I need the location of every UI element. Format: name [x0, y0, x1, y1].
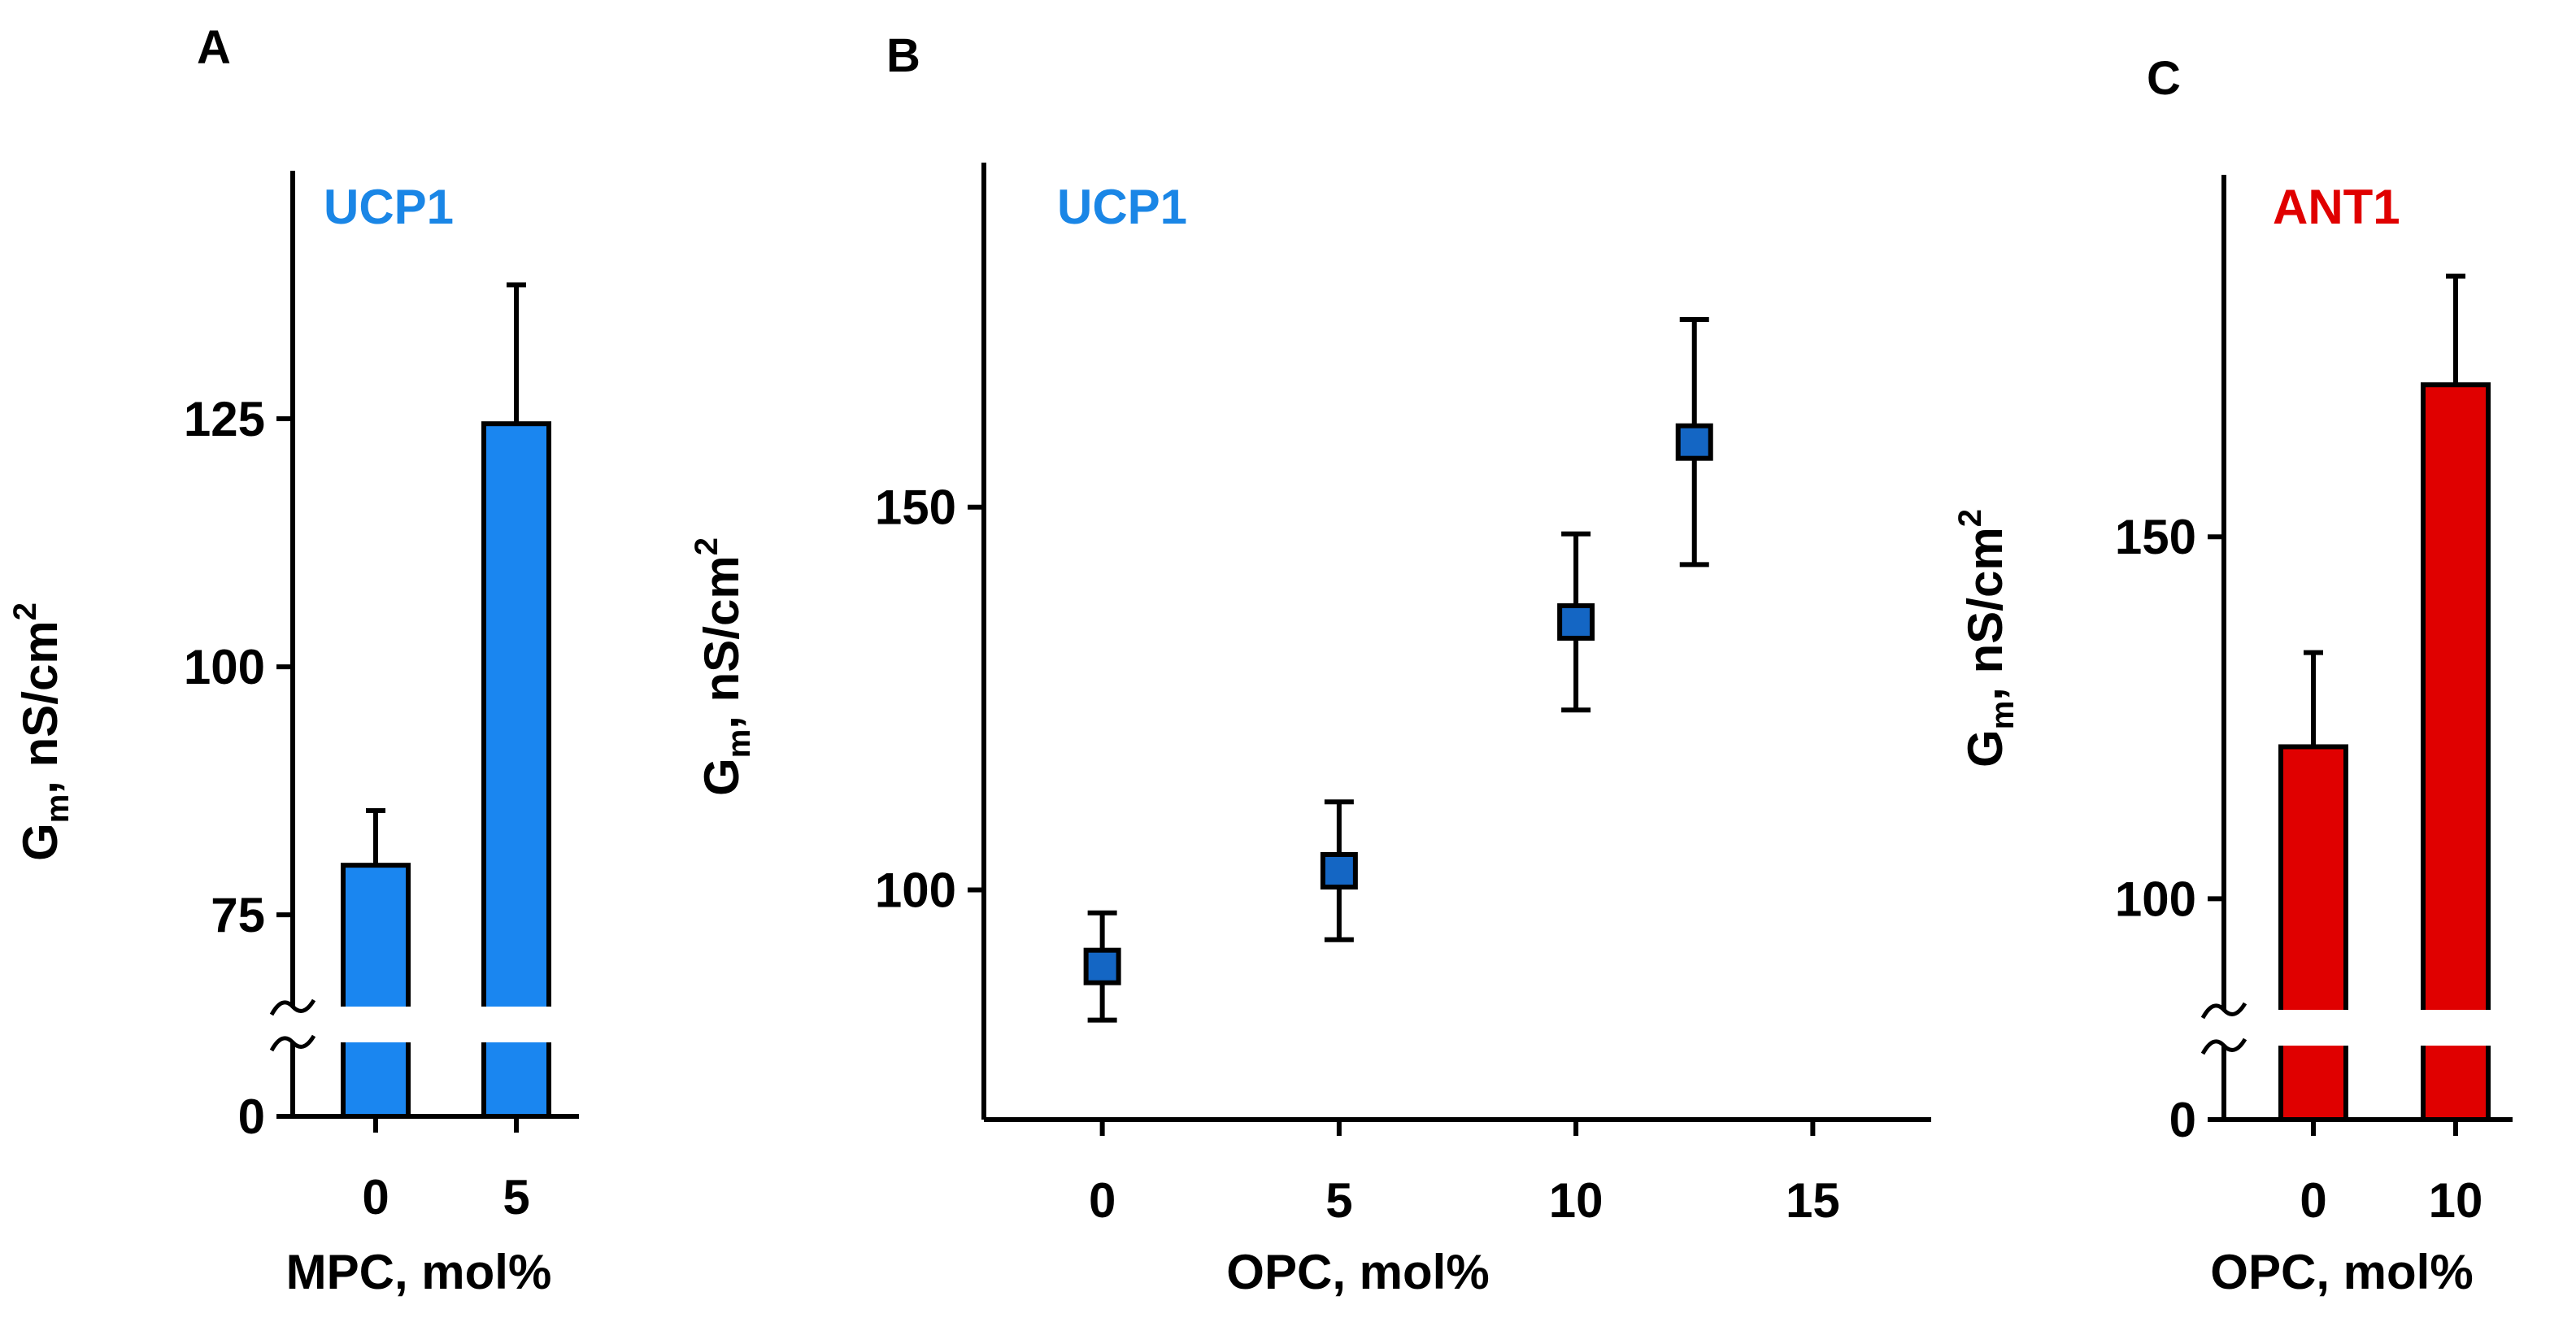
- y-tick-label-0: 0: [2169, 1093, 2196, 1147]
- panel-a-x-axis-label: MPC, mol%: [286, 1245, 552, 1299]
- x-tick-label-0: 0: [2300, 1173, 2326, 1228]
- x-tick-label-5: 5: [503, 1170, 529, 1224]
- bar-break-0: [338, 1007, 413, 1042]
- panel-a-y-axis-label: Gm, nS/cm2: [7, 602, 76, 861]
- panel-a-protein-label: UCP1: [324, 180, 454, 234]
- axis-break-mark-1: [2200, 1037, 2247, 1055]
- y-tick-label-150: 150: [2115, 510, 2196, 564]
- panel-c-letter: C: [2147, 52, 2181, 105]
- panel-b-protein-label: UCP1: [1057, 180, 1187, 234]
- y-tick-label-125: 125: [184, 392, 265, 446]
- data-point-0: [1083, 947, 1121, 985]
- panel-c-x-axis-label: OPC, mol%: [2210, 1245, 2473, 1299]
- x-tick-label-0: 0: [362, 1170, 389, 1224]
- bar-0: [341, 863, 411, 1119]
- bar-5: [481, 421, 551, 1119]
- panel-b-x-axis-label: OPC, mol%: [1226, 1245, 1489, 1299]
- y-tick-label-75: 75: [211, 888, 265, 942]
- x-tick-label-10: 10: [1549, 1173, 1603, 1228]
- panel-c-protein-label: ANT1: [2273, 180, 2400, 234]
- axis-break-mark-0: [269, 998, 316, 1016]
- bar-break-0: [2276, 1010, 2351, 1046]
- x-tick-label-10: 10: [2429, 1173, 2483, 1228]
- panel-b: B UCP1 OPC, mol% Gm, nS/cm2 0 5 10 15 100 150: [689, 29, 1931, 1299]
- x-tick-label-5: 5: [1325, 1173, 1352, 1228]
- x-tick-label-15: 15: [1786, 1173, 1840, 1228]
- panel-a-letter: A: [197, 21, 231, 74]
- panel-c-y-axis-label: Gm, nS/cm2: [1952, 509, 2021, 768]
- y-tick-label-100: 100: [184, 640, 265, 694]
- data-point-3: [1675, 423, 1713, 461]
- axis-break-mark-1: [269, 1034, 316, 1052]
- panel-b-y-axis-label: Gm, nS/cm2: [689, 537, 757, 796]
- y-tick-label-0: 0: [238, 1090, 265, 1144]
- x-tick-label-0: 0: [1089, 1173, 1116, 1228]
- y-tick-label-100: 100: [2115, 872, 2196, 926]
- bar-break-10: [2418, 1010, 2493, 1046]
- data-point-2: [1557, 602, 1595, 641]
- y-tick-label-150: 150: [875, 481, 956, 535]
- bar-break-5: [479, 1007, 554, 1042]
- data-point-1: [1320, 851, 1358, 890]
- bar-0: [2278, 744, 2348, 1122]
- bar-10: [2421, 382, 2491, 1122]
- panel-b-letter: B: [886, 29, 920, 82]
- y-tick-label-100: 100: [875, 863, 956, 918]
- axis-break-mark-0: [2200, 1002, 2247, 1020]
